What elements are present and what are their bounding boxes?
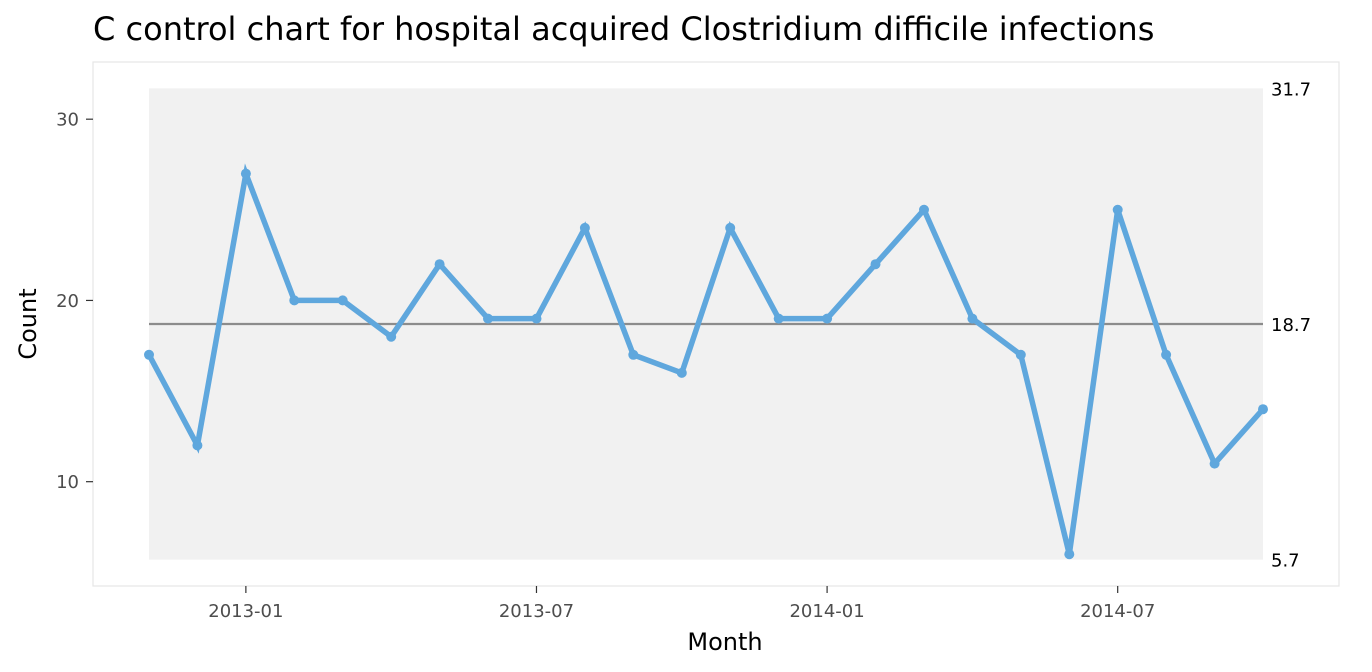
y-tick-label: 10 [56, 472, 79, 493]
data-point [192, 440, 203, 451]
x-tick-label: 2014-01 [789, 601, 864, 622]
data-point [1112, 204, 1123, 215]
data-point [676, 367, 687, 378]
data-point [1064, 549, 1075, 560]
data-point [725, 222, 736, 233]
data-point [773, 313, 784, 324]
data-point [483, 313, 493, 324]
limit-label: 18.7 [1271, 315, 1311, 336]
limit-label: 31.7 [1271, 79, 1311, 100]
x-tick-label: 2013-01 [208, 601, 283, 622]
data-point [434, 259, 445, 270]
plot-panel [92, 61, 1340, 587]
data-point [1258, 404, 1268, 415]
series-points [144, 168, 1268, 560]
y-tick-label: 30 [56, 110, 79, 131]
x-axis-title: Month [687, 628, 762, 656]
data-point [870, 259, 881, 270]
x-axis: 2013-01 2013-07 2014-01 2014-07 [208, 586, 1155, 622]
data-point [531, 313, 542, 324]
data-point [967, 313, 978, 324]
y-axis-title: Count [14, 288, 42, 359]
data-point [240, 168, 251, 179]
data-point [919, 204, 929, 215]
limit-labels: 31.7 18.7 5.7 [1271, 79, 1311, 571]
data-point [1161, 349, 1172, 360]
series-line [146, 163, 1266, 555]
y-tick-label: 20 [56, 291, 79, 312]
x-tick-label: 2014-07 [1080, 601, 1155, 622]
data-point [337, 295, 348, 306]
data-point [144, 349, 154, 360]
limit-label: 5.7 [1271, 551, 1300, 572]
data-point [579, 222, 590, 233]
chart-title: C control chart for hospital acquired Cl… [93, 10, 1154, 48]
data-point [628, 349, 639, 360]
x-tick-label: 2013-07 [499, 601, 574, 622]
data-point [1209, 458, 1220, 469]
data-point [822, 313, 833, 324]
y-axis: 10 20 30 [56, 110, 93, 493]
data-point [386, 331, 397, 342]
data-point [289, 295, 300, 306]
data-point [1015, 349, 1026, 360]
